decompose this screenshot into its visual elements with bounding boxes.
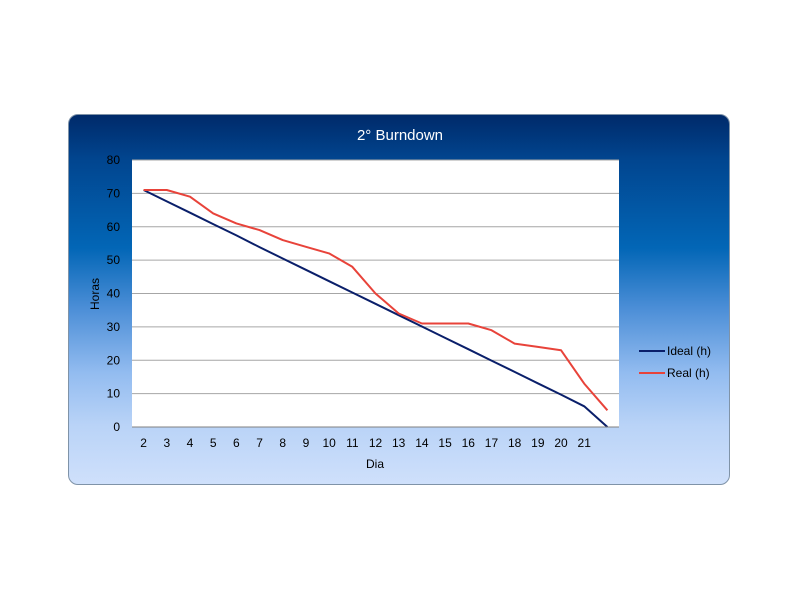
x-tick-label: 21 — [578, 436, 592, 450]
burndown-chart: 2° Burndown 0 10 20 30 40 50 60 70 80 2 3 4 5 6 7 8 9 10… — [88, 127, 711, 471]
y-tick-label: 50 — [107, 253, 121, 267]
legend-label: Real (h) — [667, 366, 710, 380]
x-tick-label: 10 — [322, 436, 336, 450]
x-tick-label: 19 — [531, 436, 545, 450]
x-tick-label: 17 — [485, 436, 499, 450]
x-tick-label: 18 — [508, 436, 522, 450]
x-tick-label: 2 — [140, 436, 147, 450]
x-axis-title: Dia — [366, 457, 384, 471]
x-tick-label: 3 — [163, 436, 170, 450]
y-tick-label: 40 — [107, 287, 121, 301]
x-tick-label: 11 — [346, 436, 359, 450]
chart-title: 2° Burndown — [357, 127, 443, 144]
y-tick-label: 30 — [107, 320, 121, 334]
y-tick-label: 10 — [107, 387, 121, 401]
y-tick-labels: 0 10 20 30 40 50 60 70 80 — [107, 153, 121, 434]
series-line-real-h — [143, 189, 609, 411]
x-tick-labels: 2 3 4 5 6 7 8 9 10 11 12 13 14 15 16 17 18 19 20 21 — [140, 436, 591, 450]
y-axis-title: Horas — [88, 278, 102, 310]
y-tick-label: 80 — [107, 153, 121, 167]
series-lines — [143, 189, 609, 428]
x-tick-label: 20 — [554, 436, 568, 450]
y-tick-label: 0 — [113, 420, 120, 434]
x-tick-label: 12 — [369, 436, 383, 450]
x-tick-label: 13 — [392, 436, 406, 450]
x-tick-label: 4 — [187, 436, 194, 450]
legend: Ideal (h) Real (h) — [639, 344, 711, 380]
x-tick-label: 15 — [438, 436, 452, 450]
y-tick-label: 70 — [107, 186, 121, 200]
grid-lines — [132, 159, 619, 395]
y-tick-label: 20 — [107, 353, 121, 367]
x-tick-label: 16 — [462, 436, 476, 450]
x-tick-label: 9 — [303, 436, 310, 450]
x-tick-label: 6 — [233, 436, 240, 450]
y-tick-label: 60 — [107, 220, 121, 234]
x-tick-label: 7 — [256, 436, 263, 450]
series-line-ideal-h — [143, 189, 609, 428]
x-tick-label: 14 — [415, 436, 429, 450]
legend-label: Ideal (h) — [667, 344, 711, 358]
x-tick-label: 5 — [210, 436, 217, 450]
chart-frame: 2° Burndown 0 10 20 30 40 50 60 70 80 2 3 4 5 6 7 8 9 10… — [68, 114, 730, 485]
x-tick-label: 8 — [279, 436, 286, 450]
